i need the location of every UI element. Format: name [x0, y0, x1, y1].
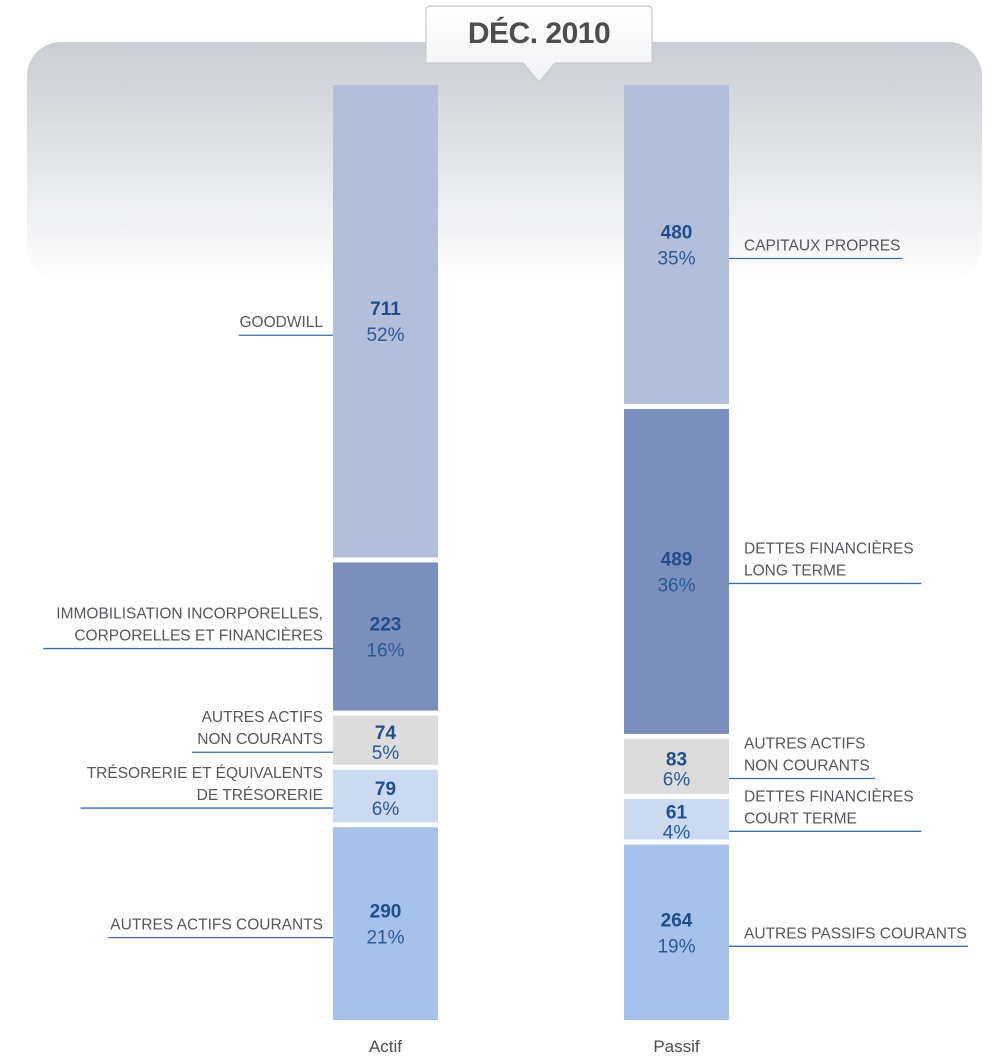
passif-value-capitaux-propres: 480	[661, 222, 693, 243]
passif-pct-dettes-financieres-long-terme: 36%	[657, 575, 695, 596]
actif-value-goodwill: 711	[370, 299, 401, 320]
passif-column-label: Passif	[653, 1037, 700, 1056]
actif-segment-autres-actifs-courants	[333, 827, 438, 1020]
actif-segment-immobilisation-incorporelles-corporelles-et-financieres	[333, 562, 438, 711]
passif-value-autres-actifs-non-courants: 83	[666, 749, 687, 770]
header-banner	[27, 42, 982, 282]
passif-callout-autres-actifs-non-courants-line1: AUTRES ACTIFS	[744, 735, 865, 752]
passif-segment-capitaux-propres	[624, 85, 729, 404]
passif-segment-autres-actifs-non-courants	[624, 738, 729, 795]
actif-column-label: Actif	[369, 1037, 402, 1056]
passif-callout-autres-passifs-courants-line1: AUTRES PASSIFS COURANTS	[744, 925, 967, 942]
actif-segment-goodwill	[333, 85, 438, 558]
passif-segment-dettes-financieres-court-terme	[624, 799, 729, 840]
passif-pct-autres-actifs-non-courants: 6%	[663, 769, 691, 790]
actif-value-tresorerie-et-equivalents-de-tresorerie: 79	[375, 779, 396, 800]
actif-value-autres-actifs-courants: 290	[370, 902, 402, 923]
passif-segment-autres-passifs-courants	[624, 844, 729, 1020]
actif-value-autres-actifs-non-courants: 74	[375, 723, 397, 744]
actif-pct-autres-actifs-courants: 21%	[366, 928, 404, 949]
actif-callout-autres-actifs-non-courants-line2: NON COURANTS	[197, 731, 323, 748]
passif-callout-dettes-financieres-long-terme-line2: LONG TERME	[744, 562, 846, 579]
passif-pct-capitaux-propres: 35%	[657, 248, 695, 269]
passif-value-autres-passifs-courants: 264	[661, 910, 693, 931]
passif-callout-autres-actifs-non-courants-line2: NON COURANTS	[744, 757, 870, 774]
passif-callout-dettes-financieres-court-terme-line1: DETTES FINANCIÈRES	[744, 788, 914, 805]
actif-pct-immobilisation-incorporelles-corporelles-et-financieres: 16%	[366, 641, 404, 662]
passif-pct-dettes-financieres-court-terme: 4%	[663, 822, 691, 843]
actif-pct-autres-actifs-non-courants: 5%	[372, 743, 400, 764]
actif-pct-tresorerie-et-equivalents-de-tresorerie: 6%	[372, 799, 400, 820]
passif-callout-capitaux-propres-line1: CAPITAUX PROPRES	[744, 237, 900, 254]
actif-pct-goodwill: 52%	[366, 325, 404, 346]
actif-callout-immobilisation-incorporelles-corporelles-et-financieres-line1: IMMOBILISATION INCORPORELLES,	[56, 606, 323, 623]
actif-callout-tresorerie-et-equivalents-de-tresorerie-line1: TRÉSORERIE ET ÉQUIVALENTS	[87, 765, 323, 782]
period-tab: DÉC. 2010	[425, 5, 653, 83]
actif-callout-immobilisation-incorporelles-corporelles-et-financieres-line2: CORPORELLES ET FINANCIÈRES	[74, 628, 323, 645]
passif-callout-dettes-financieres-long-terme-line1: DETTES FINANCIÈRES	[744, 540, 914, 557]
passif-value-dettes-financieres-long-terme: 489	[661, 549, 693, 570]
actif-callout-autres-actifs-non-courants-line1: AUTRES ACTIFS	[202, 709, 323, 726]
actif-callout-autres-actifs-courants-line1: AUTRES ACTIFS COURANTS	[110, 917, 323, 934]
actif-value-immobilisation-incorporelles-corporelles-et-financieres: 223	[370, 615, 402, 636]
passif-pct-autres-passifs-courants: 19%	[657, 936, 695, 957]
passif-segment-dettes-financieres-long-terme	[624, 408, 729, 734]
period-tab-shape	[425, 5, 653, 83]
actif-callout-tresorerie-et-equivalents-de-tresorerie-line2: DE TRÉSORERIE	[197, 787, 323, 804]
actif-segment-tresorerie-et-equivalents-de-tresorerie	[333, 769, 438, 823]
chart-title: DÉC. 2010	[467, 17, 611, 50]
passif-value-dettes-financieres-court-terme: 61	[666, 802, 688, 823]
actif-callout-goodwill-line1: GOODWILL	[239, 314, 323, 331]
actif-segment-autres-actifs-non-courants	[333, 715, 438, 765]
passif-callout-dettes-financieres-court-terme-line2: COURT TERME	[744, 810, 857, 827]
